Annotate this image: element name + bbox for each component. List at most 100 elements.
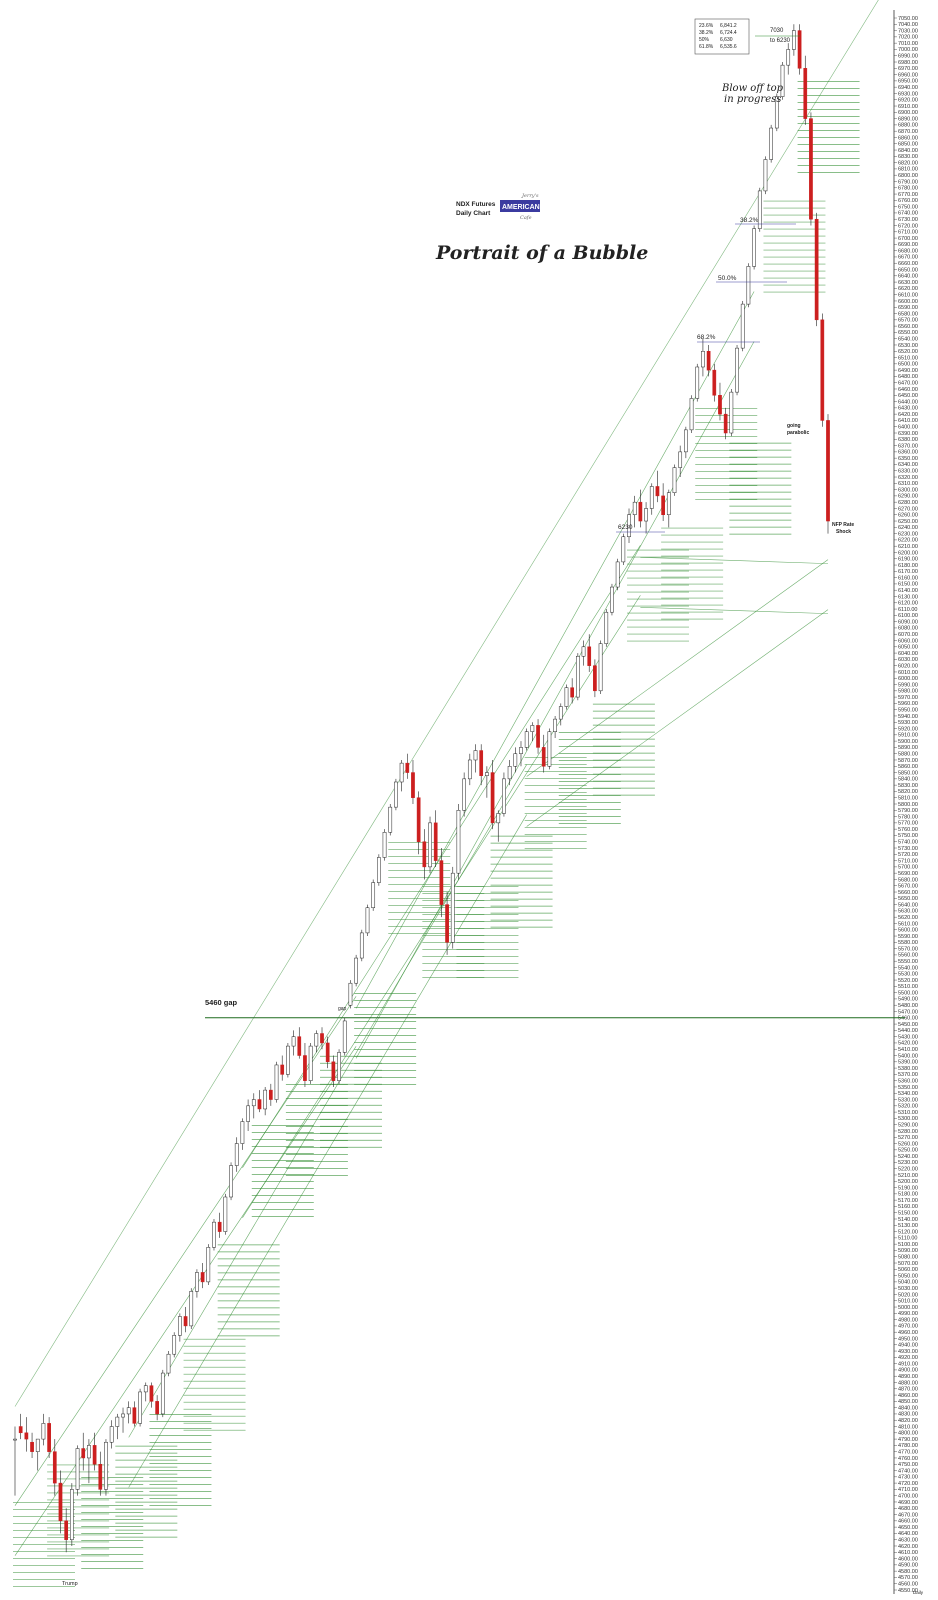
candle <box>58 1470 63 1534</box>
trend-line <box>526 559 829 777</box>
candle-body <box>496 813 501 824</box>
axis-tick-label: 5100.00 <box>898 1242 918 1248</box>
candle <box>377 854 381 886</box>
axis-tick-label: 6050.00 <box>898 645 918 651</box>
axis-tick-label: 5540.00 <box>898 965 918 971</box>
axis-tick-label: 4600.00 <box>898 1556 918 1562</box>
candle <box>780 62 785 100</box>
support-resistance-dashes <box>13 81 860 1588</box>
axis-tick-label: 5330.00 <box>898 1097 918 1103</box>
axis-tick-label: 5240.00 <box>898 1154 918 1160</box>
candle-body <box>172 1335 177 1355</box>
candle-body <box>41 1423 46 1440</box>
candle-body <box>575 655 580 698</box>
axis-tick-label: 6390.00 <box>898 431 918 437</box>
candle-body <box>547 731 552 767</box>
axis-tick-label: 6580.00 <box>898 311 918 317</box>
axis-tick-label: 4880.00 <box>898 1380 918 1386</box>
candle <box>820 313 825 427</box>
candle-body <box>155 1401 159 1415</box>
candle <box>422 829 427 880</box>
top-note-2: to 6230 <box>770 38 791 44</box>
candle-body <box>803 68 808 119</box>
axis-tick-label: 5770.00 <box>898 821 918 827</box>
candle <box>564 684 569 710</box>
blow-off-line2: in progress <box>724 94 781 105</box>
axis-tick-label: 4660.00 <box>898 1519 918 1525</box>
axis-tick-label: 5360.00 <box>898 1078 918 1084</box>
axis-tick-label: 6230.00 <box>898 531 918 537</box>
axis-tick-label: 6370.00 <box>898 443 918 449</box>
axis-tick-label: 5380.00 <box>898 1066 918 1072</box>
axis-tick-label: 6740.00 <box>898 211 918 217</box>
candle-body <box>297 1036 302 1056</box>
candle-body <box>536 725 540 748</box>
axis-tick-label: 6810.00 <box>898 167 918 173</box>
candle <box>30 1432 34 1458</box>
trend-line <box>526 609 829 827</box>
axis-tick-label: 6380.00 <box>898 437 918 443</box>
candle-body <box>47 1423 51 1452</box>
candle <box>428 816 432 874</box>
candle <box>98 1451 103 1496</box>
axis-tick-label: 6010.00 <box>898 670 918 676</box>
axis-tick-label: 5660.00 <box>898 890 918 896</box>
axis-tick-label: 4970.00 <box>898 1324 918 1330</box>
axis-tick-label: 4990.00 <box>898 1311 918 1317</box>
axis-tick-label: 6470.00 <box>898 381 918 387</box>
candle-body <box>792 30 796 50</box>
candle <box>303 1042 307 1087</box>
trend-line <box>355 291 755 1009</box>
axis-tick-label: 4760.00 <box>898 1456 918 1462</box>
candle-body <box>359 932 364 959</box>
candle-body <box>678 451 683 468</box>
candle-body <box>524 731 529 748</box>
axis-tick-label: 5490.00 <box>898 997 918 1003</box>
candle-body <box>394 781 398 808</box>
candle <box>604 609 609 647</box>
candle <box>354 954 358 987</box>
axis-tick-label: 4620.00 <box>898 1544 918 1550</box>
candle-body <box>769 127 773 160</box>
axis-tick-label: 4670.00 <box>898 1512 918 1518</box>
fib-row-label: 61.8% <box>699 44 714 50</box>
candle-body <box>183 1316 188 1327</box>
candle <box>661 483 665 522</box>
axis-tick-label: 6340.00 <box>898 462 918 468</box>
axis-tick-label: 5370.00 <box>898 1072 918 1078</box>
candle <box>13 1426 17 1496</box>
candle <box>541 734 546 773</box>
candle-body <box>342 1020 347 1053</box>
axis-tick-label: 5560.00 <box>898 953 918 959</box>
candle-body <box>280 1064 285 1075</box>
axis-tick-label: 5150.00 <box>898 1211 918 1217</box>
candle-body <box>746 266 751 305</box>
candle-body <box>331 1061 336 1081</box>
candle-body <box>416 797 421 842</box>
candle <box>467 753 472 786</box>
candle <box>723 407 728 440</box>
axis-tick-label: 5390.00 <box>898 1060 918 1066</box>
candle-body <box>166 1353 171 1374</box>
fib-382-label: 38.2% <box>740 217 759 224</box>
candle-body <box>439 860 444 905</box>
axis-tick-label: 6990.00 <box>898 54 918 60</box>
candle <box>485 766 489 798</box>
candle <box>160 1369 165 1418</box>
axis-tick-label: 5750.00 <box>898 833 918 839</box>
axis-tick-label: 4900.00 <box>898 1368 918 1374</box>
candle-body <box>64 1520 69 1540</box>
candle-body <box>104 1441 108 1490</box>
candle <box>18 1413 23 1440</box>
candle-body <box>621 536 626 563</box>
going-parabolic-2: parabolic <box>787 430 809 436</box>
axis-tick-label: 5300.00 <box>898 1116 918 1122</box>
axis-tick-label: 5630.00 <box>898 909 918 915</box>
axis-tick-label: 6160.00 <box>898 575 918 581</box>
axis-tick-label: 5850.00 <box>898 770 918 776</box>
axis-tick-label: 5820.00 <box>898 789 918 795</box>
axis-tick-label: 5420.00 <box>898 1041 918 1047</box>
axis-tick-label: 5400.00 <box>898 1053 918 1059</box>
axis-tick-label: 4740.00 <box>898 1468 918 1474</box>
axis-tick-label: 6330.00 <box>898 469 918 475</box>
